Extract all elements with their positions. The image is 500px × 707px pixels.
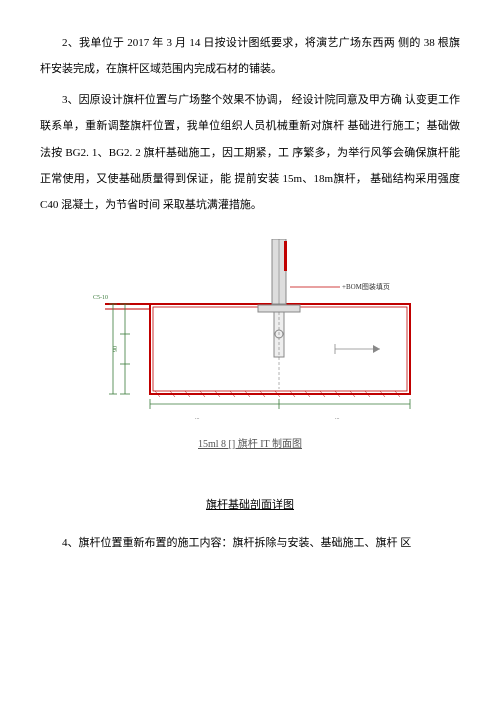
diagram-caption: 15ml 8 [] 旗杆 IT 制面图 bbox=[40, 433, 460, 457]
section-title: 旗杆基础剖面详图 bbox=[40, 492, 460, 518]
paragraph-2: 2、我单位于 2017 年 3 月 14 日按设计图纸要求，将演艺广场东西两 侧… bbox=[40, 30, 460, 83]
diagram-container: +BOM图装填页 C5-10 90 ... bbox=[40, 239, 460, 457]
base-plate bbox=[258, 305, 300, 312]
svg-text:...: ... bbox=[195, 415, 200, 421]
pole-accent bbox=[284, 241, 287, 271]
svg-text:...: ... bbox=[335, 415, 340, 421]
dimension-bottom: ... ... bbox=[150, 399, 410, 421]
paragraph-3: 3、因原设计旗杆位置与广场整个效果不协调， 经设计院同意及甲方确 认变更工作联系… bbox=[40, 87, 460, 219]
arrow-right bbox=[335, 344, 380, 354]
flagpole-section-diagram: +BOM图装填页 C5-10 90 ... bbox=[75, 239, 425, 429]
svg-text:C5-10: C5-10 bbox=[93, 295, 108, 301]
annotation-text: +BOM图装填页 bbox=[342, 282, 390, 291]
svg-text:90: 90 bbox=[113, 346, 119, 352]
dimension-left: C5-10 90 bbox=[93, 295, 130, 394]
bottom-hatch bbox=[153, 391, 407, 397]
paragraph-4: 4、旗杆位置重新布置的施工内容：旗杆拆除与安装、基础施工、旗杆 区 bbox=[40, 530, 460, 556]
